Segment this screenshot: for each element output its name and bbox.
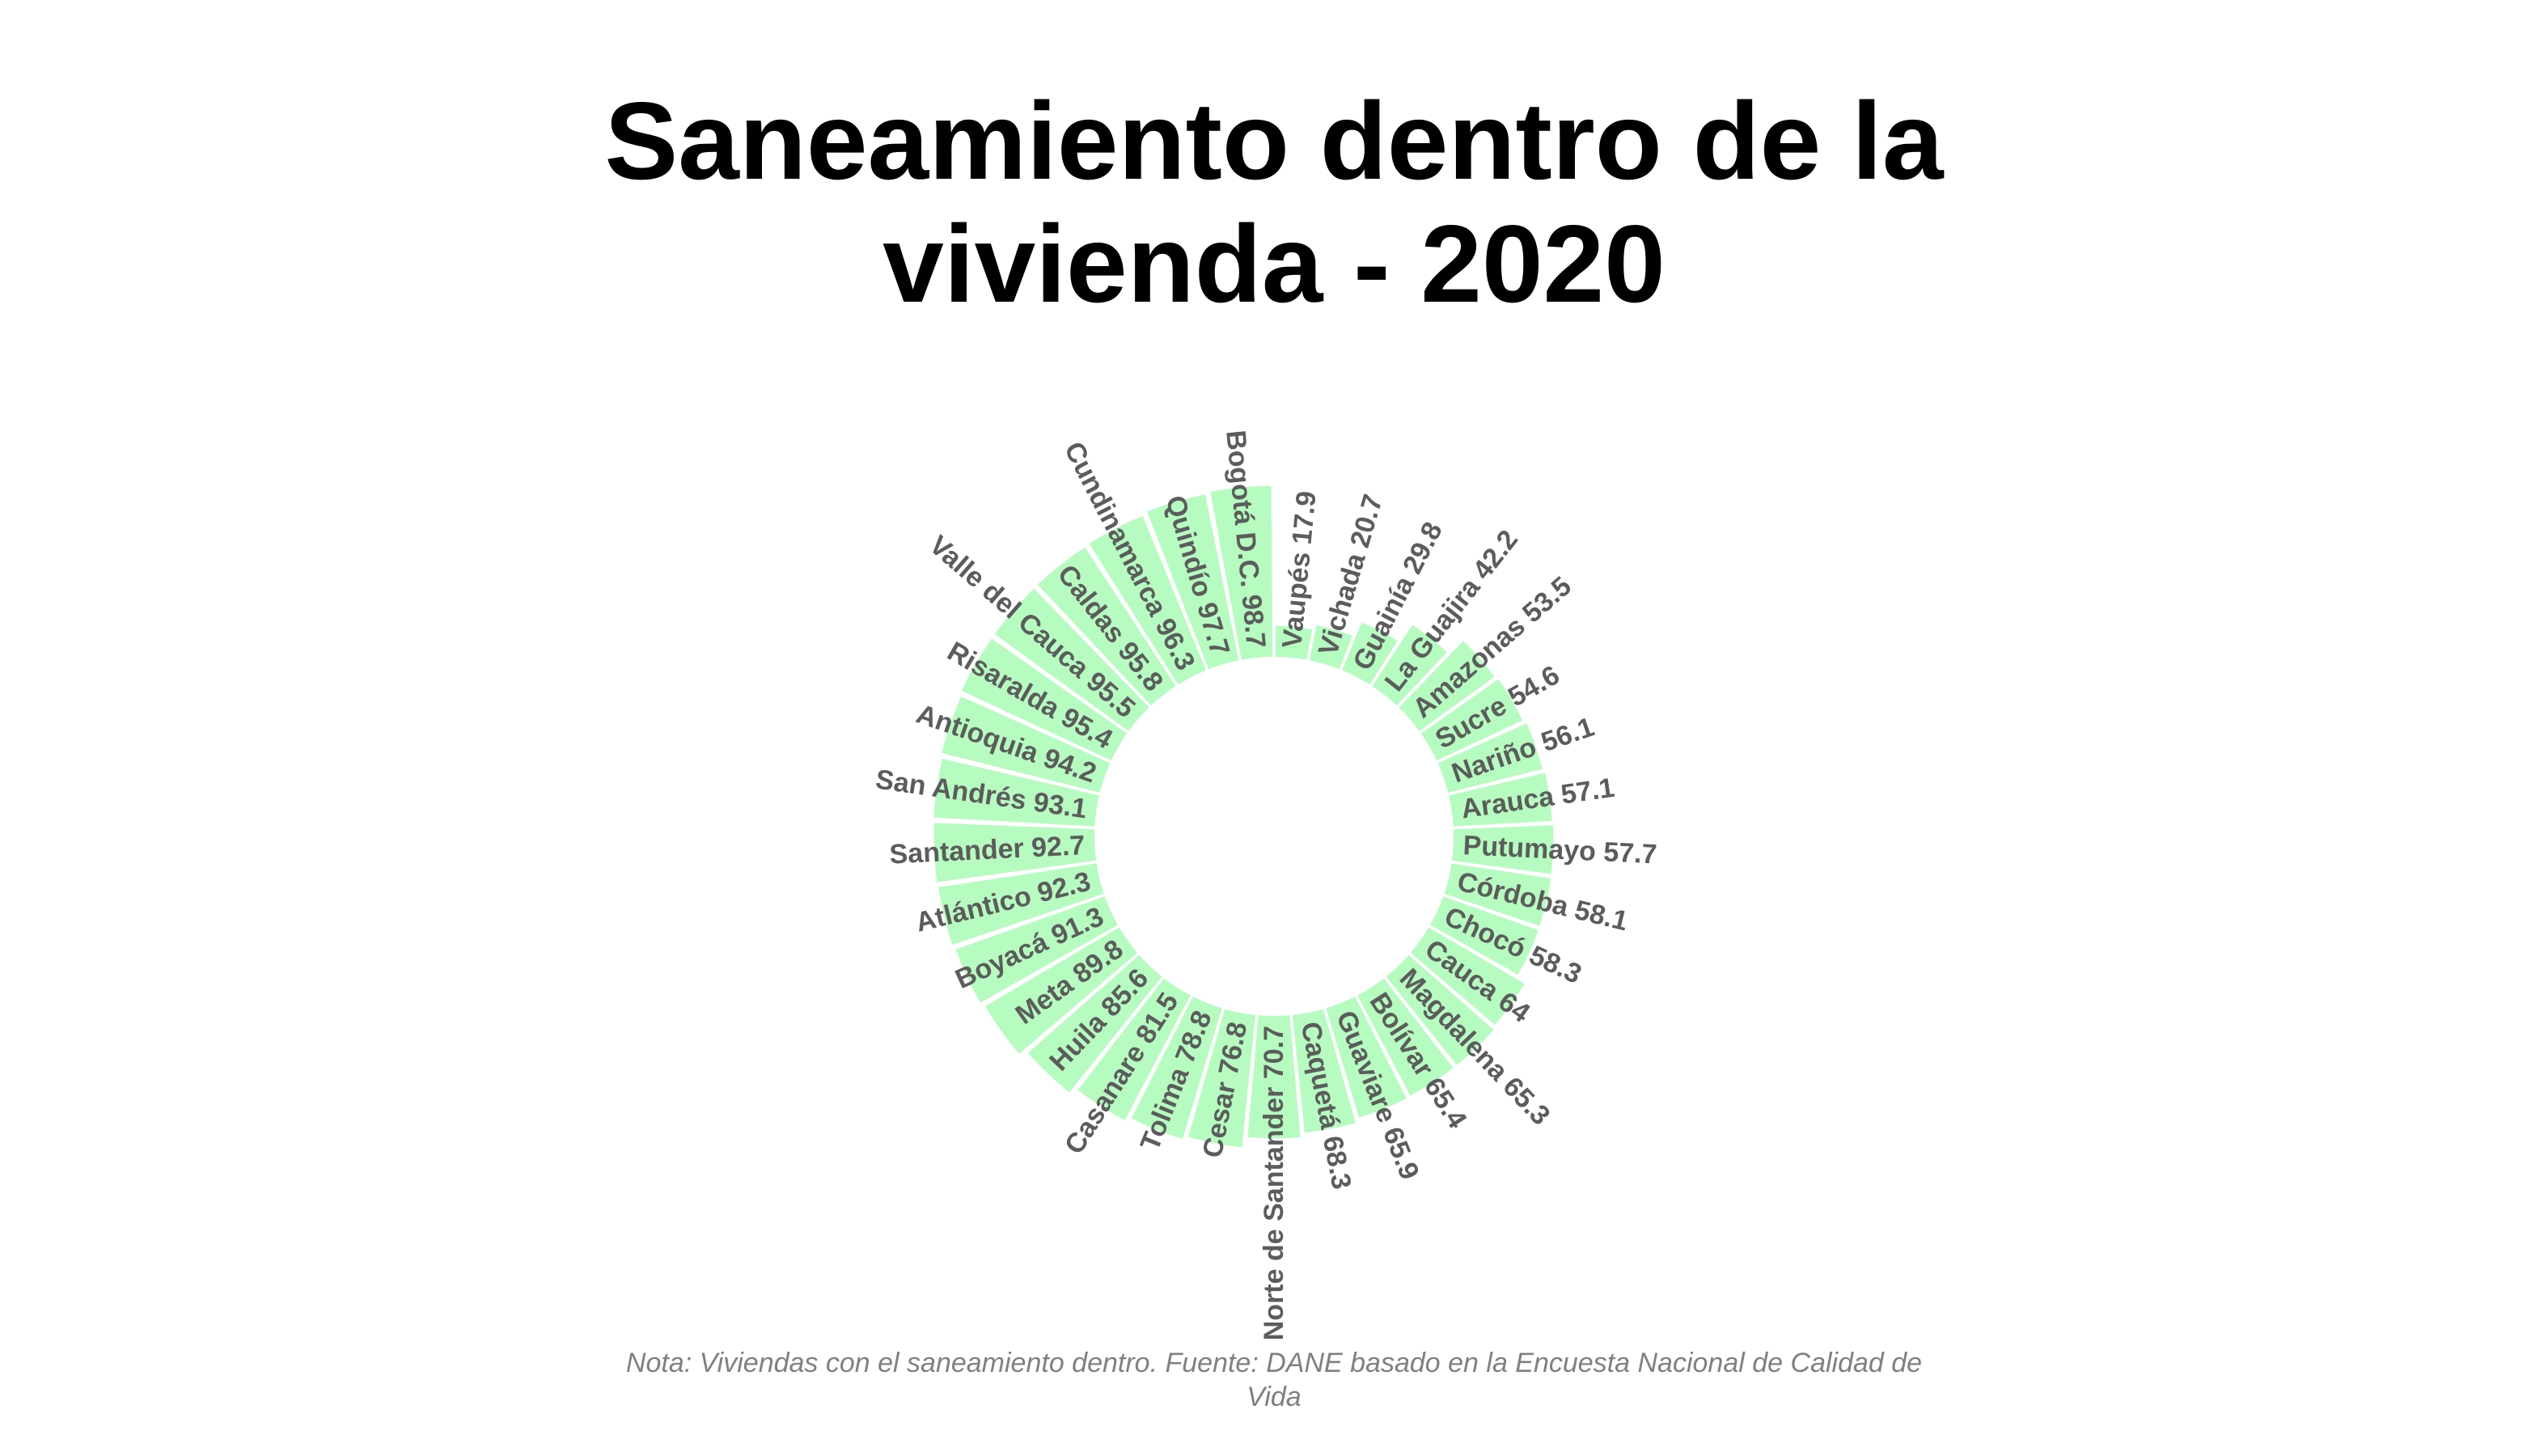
bar: [984, 927, 1138, 1054]
bar: [1444, 863, 1551, 926]
bar: [942, 696, 1111, 793]
bar: [1089, 515, 1206, 685]
bar-label: Norte de Santander 70.7: [1259, 1026, 1289, 1340]
bar: [955, 896, 1118, 1003]
bar: [1247, 1015, 1301, 1139]
bar: [1309, 624, 1352, 670]
bar: [1131, 997, 1222, 1139]
bar: [1146, 494, 1239, 670]
bar: [938, 863, 1104, 946]
bar: [1410, 927, 1525, 1025]
bar: [1077, 978, 1191, 1120]
bar: [1292, 1009, 1356, 1133]
bar: [961, 638, 1128, 761]
bar: [1275, 625, 1313, 660]
bar-label: Vaupés 17.9: [1276, 489, 1322, 649]
chart-title-line-2: vivienda - 2020: [882, 202, 1666, 325]
bar: [1451, 825, 1554, 874]
bar: [1430, 896, 1539, 975]
bar: [1386, 954, 1494, 1065]
bar: [1372, 624, 1447, 706]
bar: [1399, 641, 1495, 731]
bar: [1188, 1009, 1256, 1148]
bar: [1449, 772, 1552, 827]
chart-title-line-1: Saneamiento dentro de la: [604, 79, 1944, 202]
bar: [1326, 997, 1407, 1118]
bar: [1037, 547, 1176, 706]
caption-line-1: Nota: Viviendas con el saneamiento dentr…: [625, 1348, 1923, 1378]
bar: [1027, 954, 1162, 1093]
bar: [1357, 978, 1454, 1096]
bar: [1437, 723, 1543, 793]
bar: [1420, 679, 1523, 761]
bar: [933, 823, 1097, 882]
bars-group: [933, 485, 1554, 1148]
caption-line-2: Vida: [1246, 1382, 1302, 1412]
bar: [1210, 485, 1273, 660]
bar: [933, 758, 1099, 827]
bar: [1342, 622, 1398, 685]
bar: [994, 588, 1149, 731]
